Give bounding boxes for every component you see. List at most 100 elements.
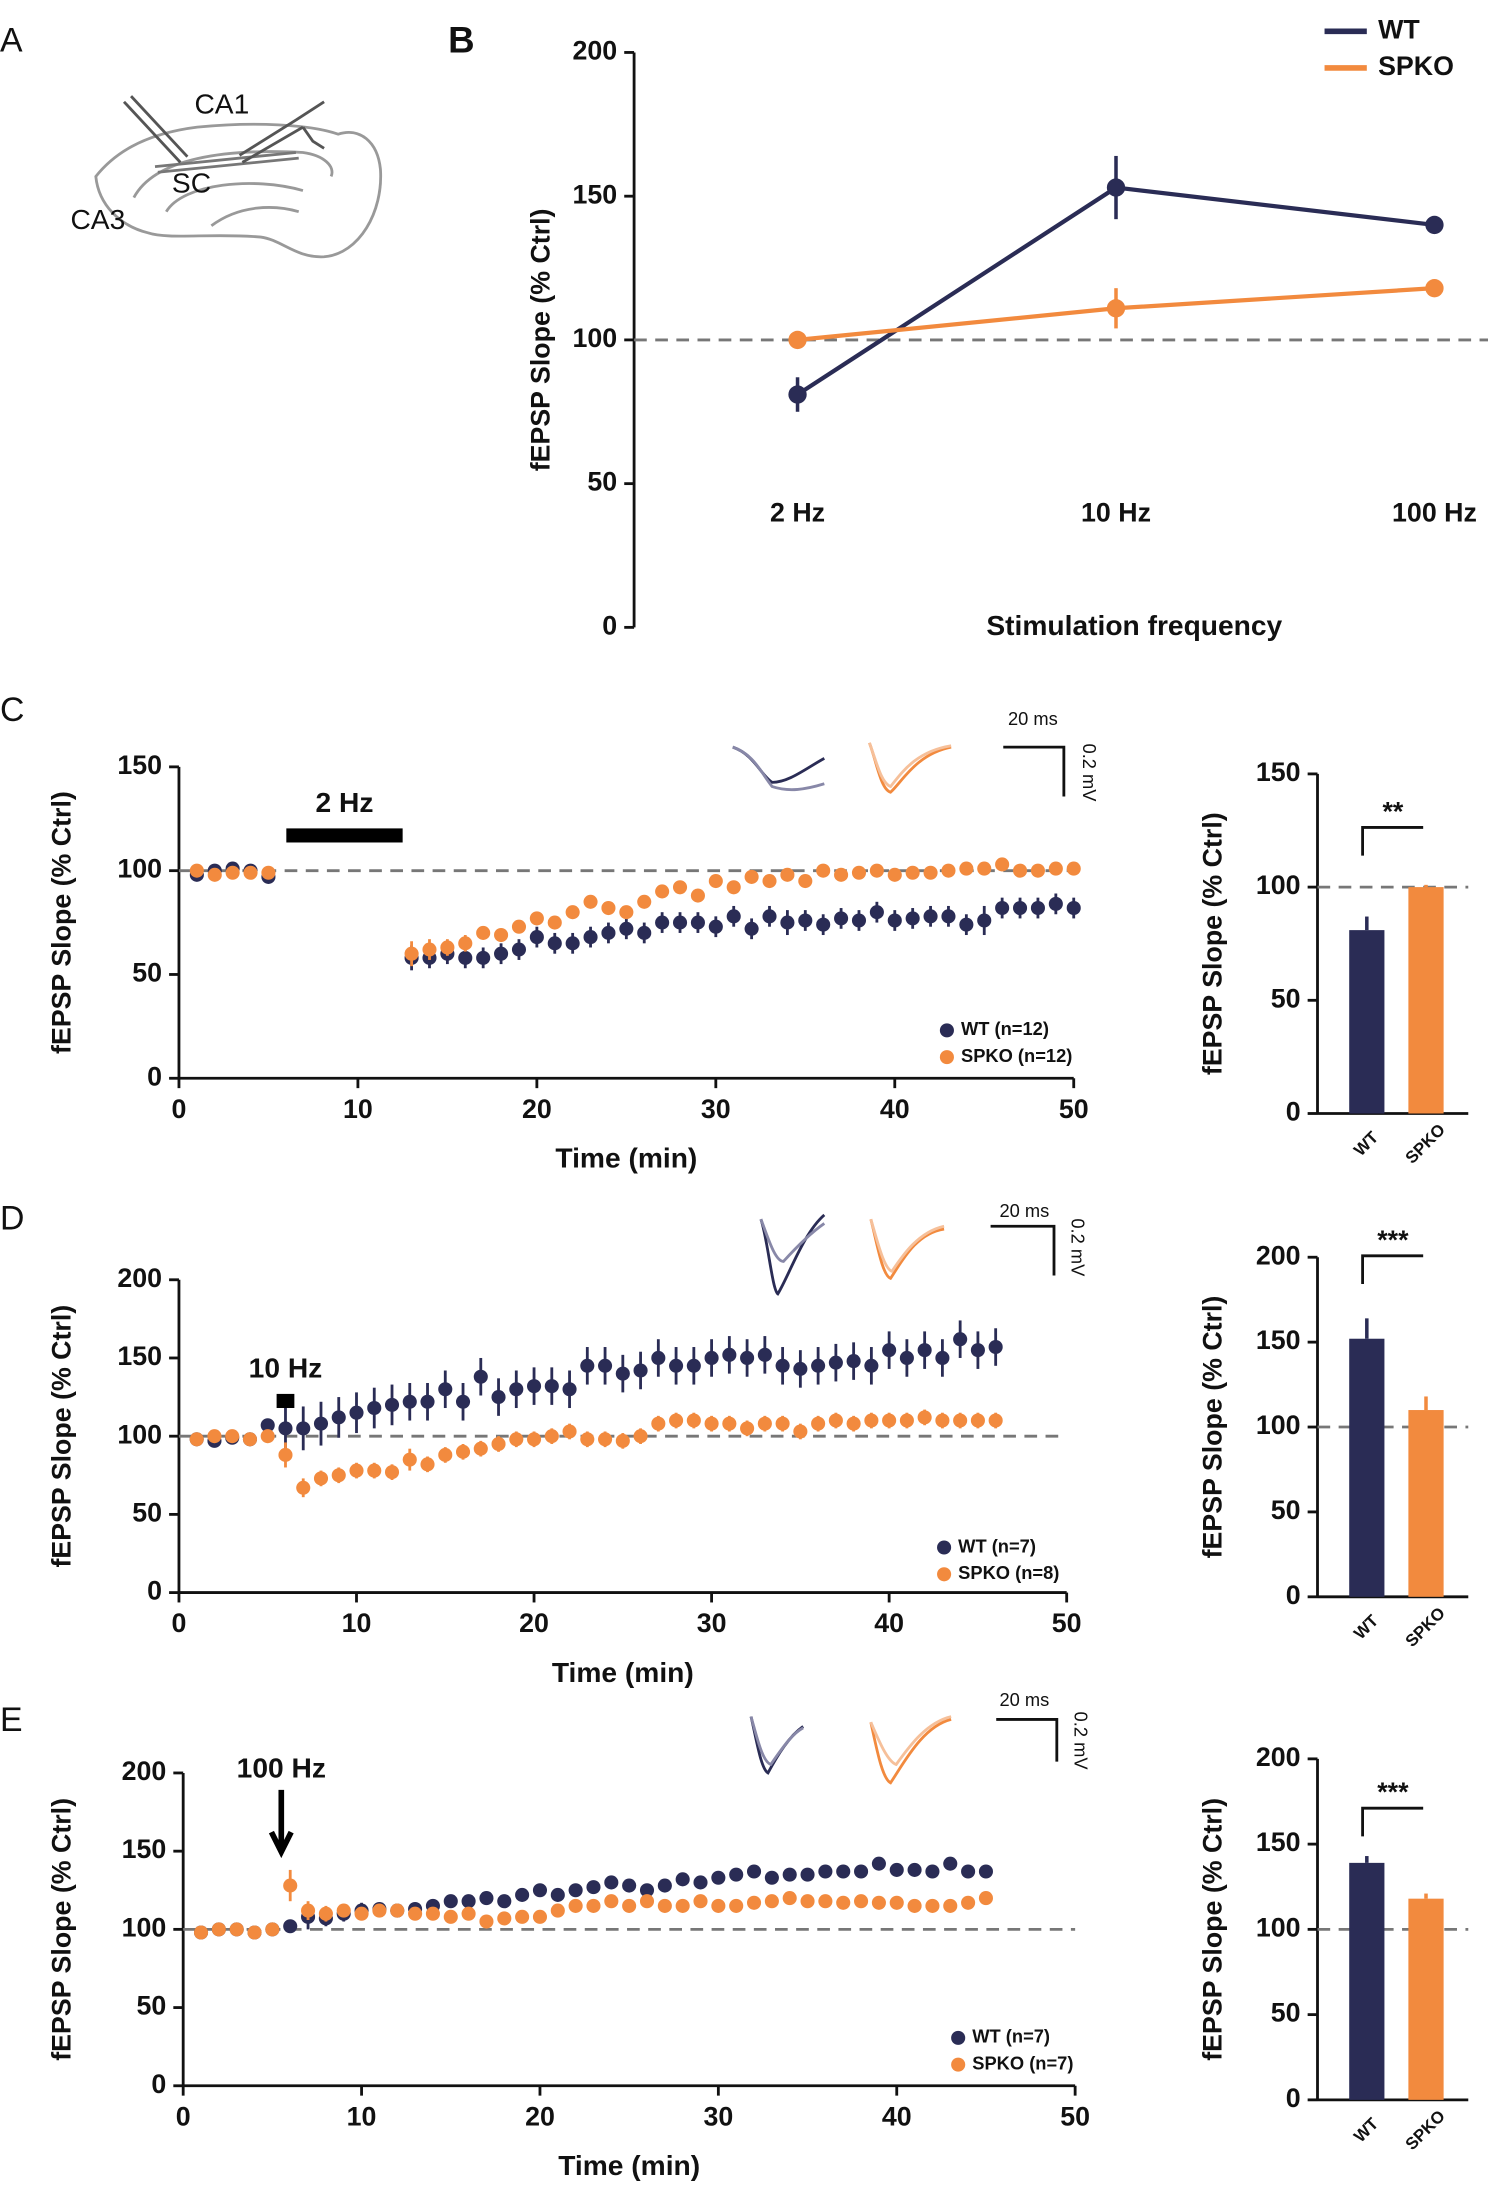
point (811, 1358, 826, 1373)
point (899, 1350, 914, 1366)
point (686, 1413, 701, 1428)
point (637, 894, 652, 909)
point (211, 1922, 226, 1937)
point (532, 1883, 548, 1898)
point (527, 1432, 542, 1447)
point (615, 1433, 630, 1448)
point (511, 919, 527, 934)
point (494, 946, 509, 961)
point (907, 1862, 922, 1877)
point (834, 867, 849, 882)
x-tick-label: WT (1350, 2114, 1382, 2146)
y-tick-label: 50 (136, 1991, 166, 2021)
significance-bracket (1361, 826, 1424, 856)
y-tick-label: 150 (1256, 1325, 1301, 1355)
y-tick-label: 0 (151, 2069, 166, 2099)
trace (868, 742, 952, 789)
stim-arrow (268, 1789, 294, 1859)
bar (1408, 1898, 1444, 2100)
point (889, 1895, 904, 1910)
point (473, 1441, 488, 1456)
point (331, 1410, 346, 1425)
point (970, 1343, 985, 1358)
y-tick-label: 0 (147, 1576, 162, 1606)
point (296, 1421, 311, 1436)
y-tick-label: 50 (132, 1497, 162, 1527)
point (882, 1343, 897, 1358)
point (977, 913, 992, 928)
point (402, 1394, 417, 1409)
point (923, 865, 938, 880)
stim-bar (286, 828, 403, 843)
legend-label: WT (n=12) (961, 1018, 1049, 1039)
region-label: CA1 (194, 87, 249, 119)
point (672, 915, 688, 930)
point (189, 1432, 204, 1447)
point (959, 861, 974, 876)
y-axis-label: fEPSP Slope (% Ctrl) (1198, 1798, 1228, 2061)
y-tick-label: 100 (1256, 870, 1301, 900)
point (711, 1898, 726, 1913)
point (318, 1906, 333, 1921)
x-tick-label: 0 (176, 2101, 191, 2131)
point (336, 1903, 351, 1918)
bar (1349, 1338, 1385, 1597)
point (746, 1895, 762, 1910)
significance: *** (1377, 1225, 1409, 1255)
legend-swatch (939, 1023, 954, 1038)
point (764, 1894, 779, 1909)
point (657, 1878, 672, 1893)
scale-bar (990, 1224, 1056, 1276)
y-tick-label: 100 (573, 323, 618, 353)
x-tick-label: 10 (347, 2101, 377, 2131)
point (816, 917, 831, 932)
point (1106, 299, 1126, 318)
y-tick-label: 200 (122, 1756, 167, 1786)
point (265, 1922, 280, 1937)
point (547, 915, 562, 930)
point (550, 1903, 565, 1918)
bar (1349, 1862, 1385, 2100)
point (669, 1358, 684, 1373)
point (260, 1429, 275, 1444)
schaffer (154, 151, 299, 174)
scale-label: 0.2 mV (1071, 1712, 1092, 1771)
point (675, 1898, 690, 1913)
point (390, 1903, 405, 1918)
point (283, 1878, 298, 1893)
point (443, 1894, 458, 1909)
point (657, 1898, 672, 1913)
point (473, 1369, 488, 1384)
point (655, 915, 670, 930)
point (260, 1418, 275, 1433)
point (1425, 215, 1444, 235)
point (846, 1416, 861, 1431)
point (438, 1382, 453, 1397)
point (544, 1429, 559, 1444)
point (583, 930, 598, 945)
legend-swatch (939, 1050, 954, 1065)
y-tick-label: 50 (587, 467, 617, 497)
point (935, 1350, 950, 1366)
point (586, 1880, 601, 1895)
point (547, 936, 562, 951)
point (497, 1894, 512, 1909)
trace (732, 745, 825, 792)
annotation: 2 Hz (316, 786, 374, 818)
hippocampus-diagram (94, 95, 383, 259)
point (775, 1358, 790, 1373)
point (229, 1922, 244, 1937)
point (1106, 178, 1126, 197)
legend-label: SPKO (n=12) (961, 1045, 1072, 1066)
scale-label: 20 ms (999, 1689, 1049, 1710)
point (935, 1413, 950, 1428)
y-tick-label: 200 (1256, 1742, 1301, 1772)
point (601, 925, 616, 940)
y-tick-label: 0 (602, 610, 617, 640)
point (408, 1906, 423, 1921)
point (889, 1862, 904, 1877)
point (726, 909, 741, 924)
point (788, 385, 807, 404)
x-tick-label: 10 Hz (1081, 498, 1151, 528)
